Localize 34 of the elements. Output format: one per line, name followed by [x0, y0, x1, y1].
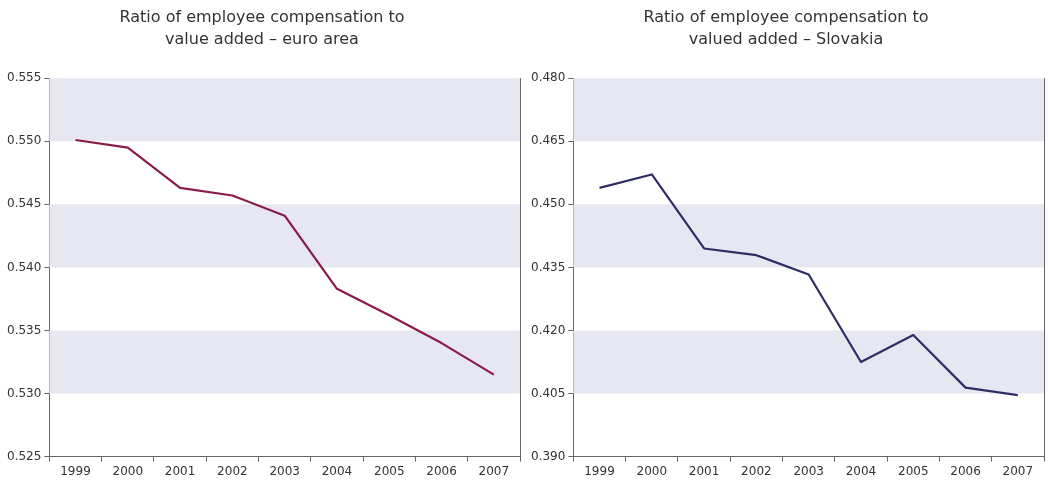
- x-tick-label: 2000: [636, 463, 668, 478]
- x-tick-label: 2000: [112, 463, 144, 478]
- y-tick-label: 0.530: [6, 385, 42, 400]
- x-tick-label: 2005: [373, 463, 405, 478]
- y-tick-label: 0.420: [530, 322, 566, 337]
- y-tick-label: 0.480: [530, 70, 566, 85]
- x-tick-label: 2001: [688, 463, 720, 478]
- x-tick-label: 2004: [845, 463, 877, 478]
- x-tick-label: 2002: [217, 463, 248, 478]
- x-tick-label: 2006: [950, 463, 981, 478]
- x-tick-label: 1999: [584, 463, 615, 478]
- y-tick-label: 0.450: [530, 196, 566, 211]
- y-tick-label: 0.540: [6, 259, 42, 274]
- y-tick-label: 0.555: [6, 70, 42, 85]
- x-tick-label: 2007: [478, 463, 510, 478]
- y-tick-label: 0.465: [530, 133, 566, 148]
- x-tick-label: 2003: [793, 463, 824, 478]
- x-tick-label: 2004: [321, 463, 353, 478]
- y-tick-label: 0.545: [6, 196, 42, 211]
- y-tick-label: 0.550: [6, 133, 42, 148]
- x-tick-label: 1999: [60, 463, 91, 478]
- y-tick-label: 0.525: [6, 448, 42, 463]
- y-tick-label: 0.435: [530, 259, 566, 274]
- chart-title: Ratio of employee compensation to value added – euro area: [118, 6, 406, 50]
- chart-title: Ratio of employee compensation to valued added – Slovakia: [642, 6, 930, 50]
- x-tick-label: 2001: [164, 463, 196, 478]
- y-tick-label: 0.390: [530, 448, 566, 463]
- y-tick-label: 0.535: [6, 322, 42, 337]
- x-tick-label: 2005: [897, 463, 929, 478]
- x-tick-label: 2002: [741, 463, 772, 478]
- x-tick-label: 2006: [426, 463, 457, 478]
- y-tick-label: 0.405: [530, 385, 566, 400]
- x-tick-label: 2003: [269, 463, 300, 478]
- x-tick-label: 2007: [1002, 463, 1034, 478]
